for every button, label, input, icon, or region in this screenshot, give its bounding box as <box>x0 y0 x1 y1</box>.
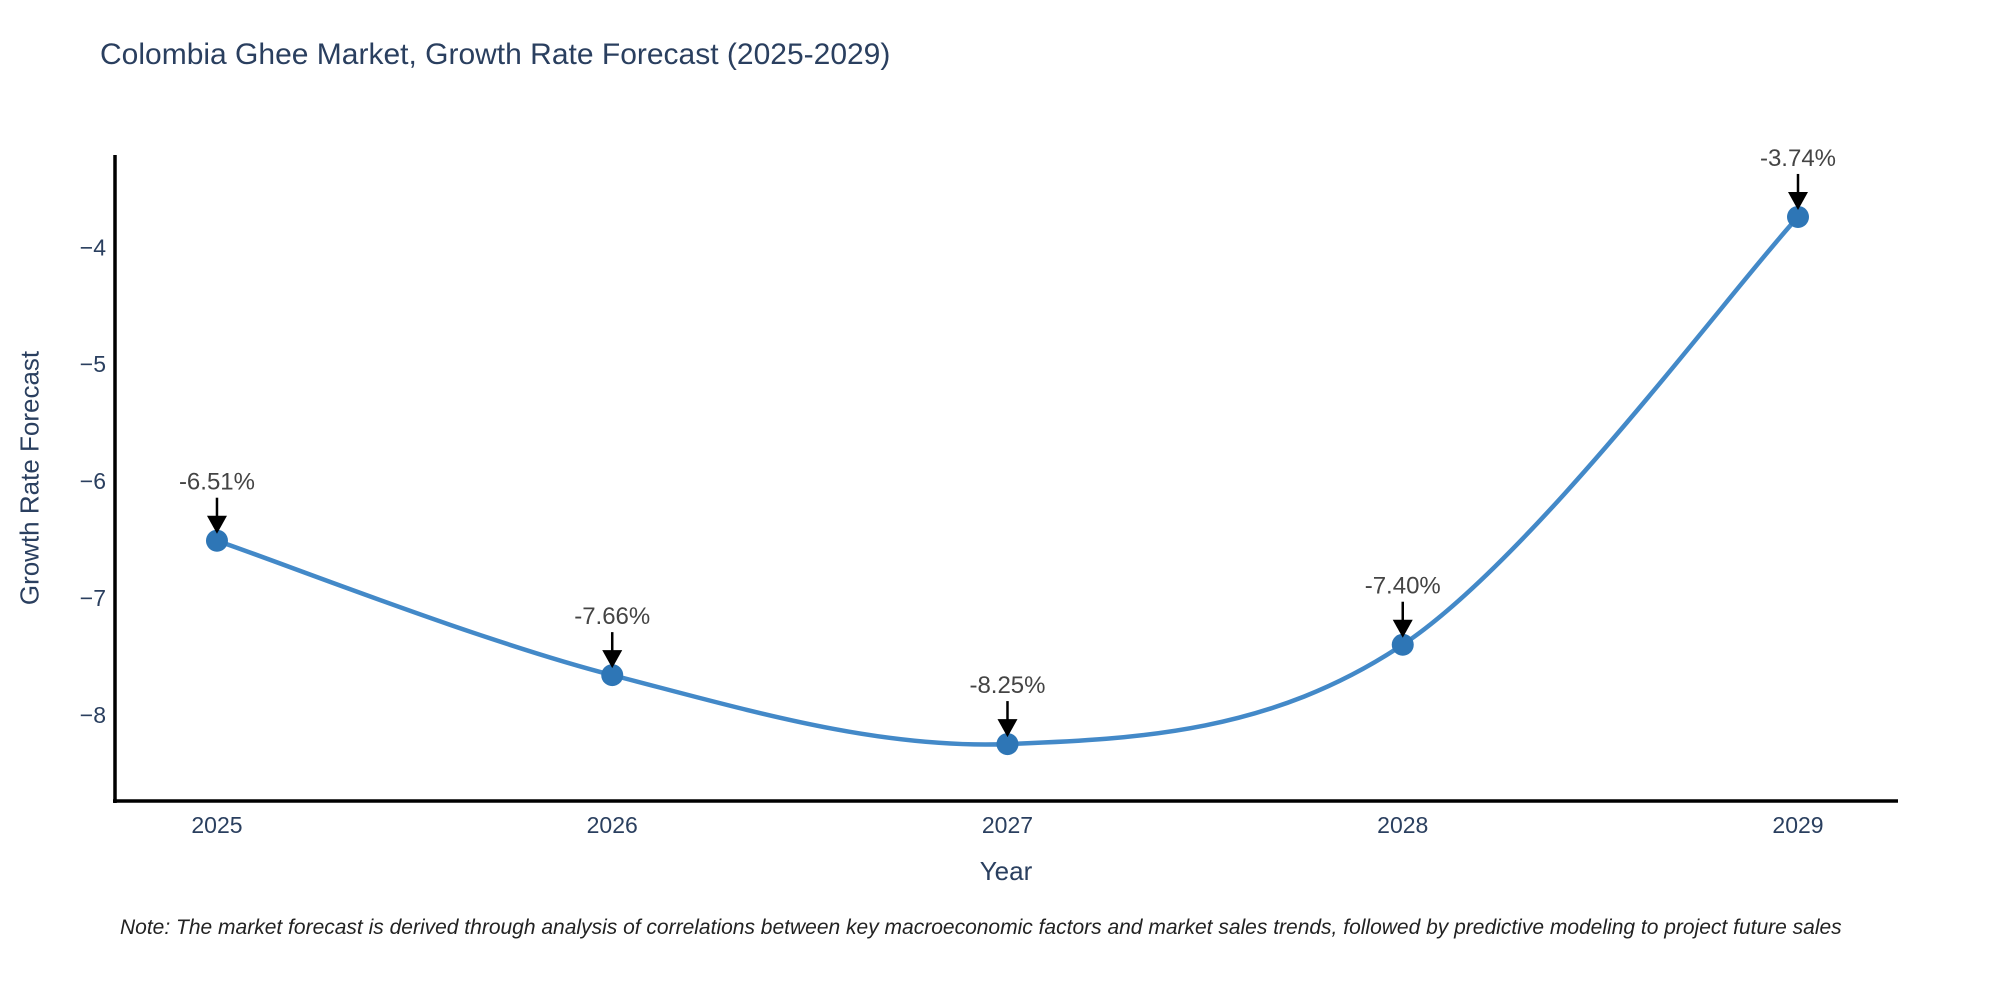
annotation-arrowhead-2026 <box>602 650 623 669</box>
forecast-line <box>214 214 1801 747</box>
data-point-2027[interactable] <box>996 733 1019 756</box>
annotation-arrowhead-2025 <box>206 515 227 534</box>
annotation-label-2028: -7.40% <box>1365 573 1441 600</box>
data-point-2026[interactable] <box>601 664 624 687</box>
y-tick-label-4: −8 <box>80 702 106 728</box>
x-tick-label-2027: 2027 <box>982 812 1033 838</box>
y-tick-label-3: −7 <box>80 585 106 611</box>
data-point-2028[interactable] <box>1391 633 1414 656</box>
annotation-label-2025: -6.51% <box>179 469 255 496</box>
y-tick-label-1: −5 <box>80 351 106 377</box>
x-tick-label-2028: 2028 <box>1377 812 1428 838</box>
y-tick-label-2: −6 <box>80 468 106 494</box>
x-tick-label-2025: 2025 <box>191 812 242 838</box>
y-axis-title: Growth Rate Forecast <box>14 350 45 606</box>
x-tick-label-2026: 2026 <box>587 812 638 838</box>
annotation-arrowhead-2027 <box>997 719 1018 738</box>
annotation-label-2029: -3.74% <box>1760 145 1836 172</box>
x-axis-title: Year <box>979 856 1033 886</box>
y-tick-label-0: −4 <box>80 234 106 260</box>
data-point-2029[interactable] <box>1787 205 1810 228</box>
x-tick-label-2029: 2029 <box>1772 812 1823 838</box>
annotation-label-2027: -8.25% <box>969 672 1045 699</box>
annotation-label-2026: -7.66% <box>574 603 650 630</box>
annotation-arrowhead-2028 <box>1392 619 1413 638</box>
data-point-2025[interactable] <box>205 529 228 552</box>
annotation-arrowhead-2029 <box>1788 191 1809 210</box>
footnote: Note: The market forecast is derived thr… <box>120 916 1842 939</box>
chart-title: Colombia Ghee Market, Growth Rate Foreca… <box>100 38 891 71</box>
